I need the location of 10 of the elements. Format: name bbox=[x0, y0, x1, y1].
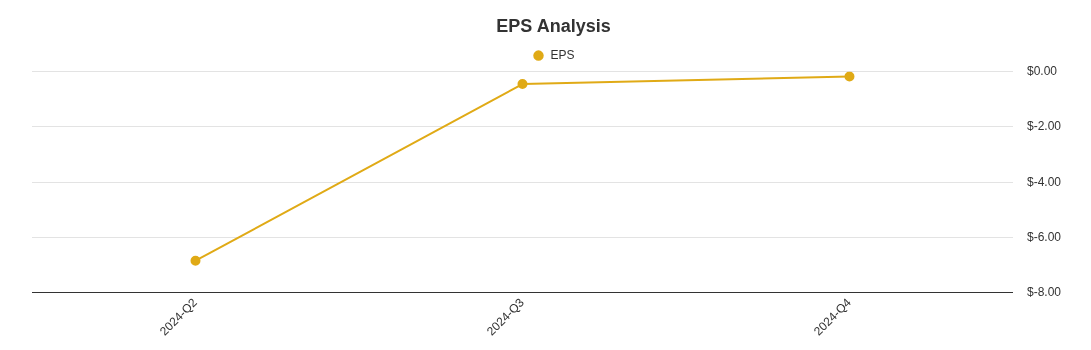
point bbox=[844, 71, 855, 82]
y-tick-label: $-8.00 bbox=[1026, 285, 1062, 300]
y-tick-label: $-6.00 bbox=[1026, 229, 1062, 244]
y-tick-label: $0.00 bbox=[1026, 63, 1058, 78]
point bbox=[517, 79, 528, 90]
point bbox=[190, 255, 201, 266]
y-tick-label: $-2.00 bbox=[1026, 119, 1062, 134]
y-tick-label: $-4.00 bbox=[1026, 174, 1062, 189]
legend-label: EPS bbox=[550, 47, 575, 62]
chart-title: EPS Analysis bbox=[496, 15, 611, 36]
